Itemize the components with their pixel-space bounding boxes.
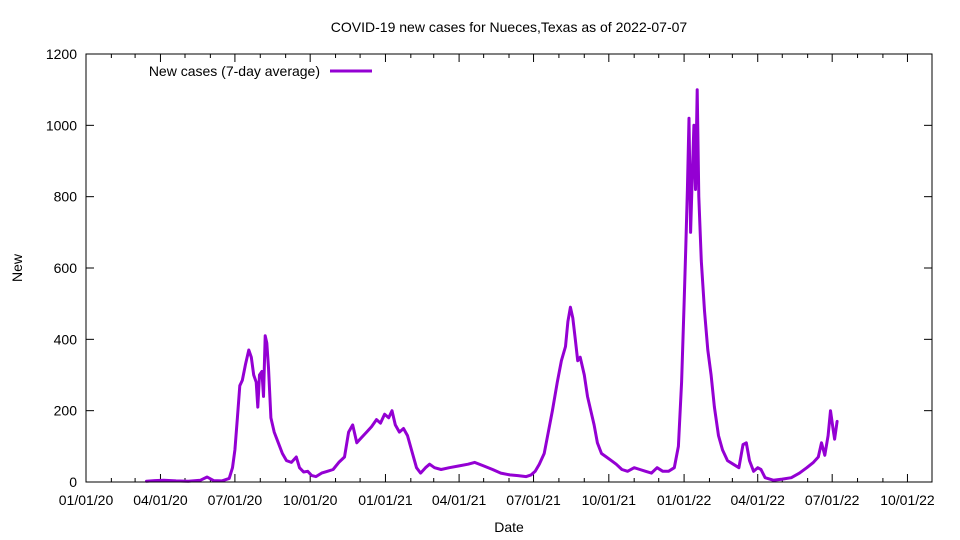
x-tick-label: 07/01/20 <box>208 492 263 508</box>
y-tick-label: 800 <box>54 189 78 205</box>
plot-frame <box>85 53 933 483</box>
y-tick-label: 1000 <box>46 117 77 133</box>
x-axis-label: Date <box>494 519 524 535</box>
x-tick-label: 01/01/22 <box>657 492 712 508</box>
y-tick-label: 0 <box>69 474 77 490</box>
x-tick-label: 10/01/21 <box>582 492 637 508</box>
legend: New cases (7-day average) <box>149 63 372 79</box>
x-tick-label: 10/01/22 <box>880 492 935 508</box>
y-tick-label: 200 <box>54 403 78 419</box>
legend-label: New cases (7-day average) <box>149 63 320 79</box>
x-tick-label: 01/01/20 <box>59 492 114 508</box>
y-axis-ticks: 0 200 400 600 800 1000 1200 <box>46 46 932 490</box>
x-tick-label: 10/01/20 <box>283 492 338 508</box>
x-tick-label: 01/01/21 <box>358 492 413 508</box>
x-axis-ticks: 01/01/20 04/01/20 07/01/20 10/01/20 01/01/21… <box>59 54 935 508</box>
x-tick-label: 04/01/21 <box>432 492 487 508</box>
y-tick-label: 1200 <box>46 46 77 62</box>
plot-series <box>145 88 839 483</box>
y-axis-label: New <box>9 253 25 282</box>
x-tick-label: 07/01/21 <box>506 492 561 508</box>
y-tick-label: 400 <box>54 331 78 347</box>
chart-title: COVID-19 new cases for Nueces,Texas as o… <box>331 19 688 35</box>
series-line <box>145 88 839 483</box>
y-tick-label: 600 <box>54 260 78 276</box>
x-tick-label: 04/01/22 <box>730 492 785 508</box>
x-tick-label: 04/01/20 <box>133 492 188 508</box>
x-tick-label: 07/01/22 <box>805 492 860 508</box>
